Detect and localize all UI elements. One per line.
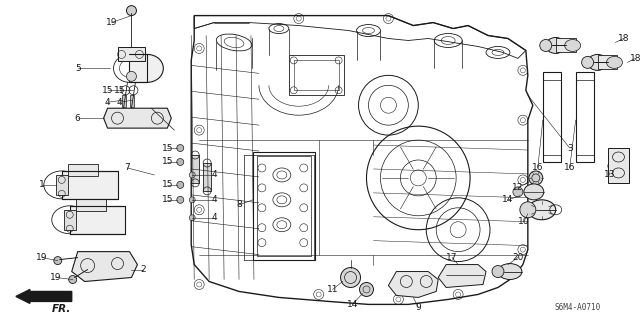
Bar [598,56,618,69]
Bar [70,206,125,234]
Ellipse shape [131,55,163,82]
Text: 13: 13 [604,170,615,179]
Text: 8: 8 [236,200,242,209]
Bar [68,164,98,176]
Polygon shape [72,252,138,281]
Text: 12: 12 [512,183,524,192]
Ellipse shape [513,187,523,197]
Bar [122,95,127,107]
Ellipse shape [189,172,195,178]
Text: 2: 2 [141,265,146,274]
Ellipse shape [68,276,77,284]
Text: 18: 18 [618,34,629,43]
Bar [129,55,147,82]
Text: 19: 19 [106,18,117,27]
Polygon shape [104,108,172,128]
Text: 20: 20 [512,253,524,262]
Ellipse shape [360,283,374,296]
Ellipse shape [564,40,580,51]
Bar [575,72,593,162]
Ellipse shape [127,71,136,81]
Bar [607,148,629,183]
Text: 15: 15 [114,86,125,95]
Polygon shape [438,264,486,287]
Text: 16: 16 [532,163,543,173]
Ellipse shape [70,206,106,234]
Ellipse shape [177,197,184,203]
Bar [203,163,211,191]
Text: 3: 3 [567,144,573,152]
Ellipse shape [529,171,543,185]
Text: 7: 7 [125,163,131,173]
Ellipse shape [177,145,184,152]
Bar [118,48,145,61]
Bar [64,210,76,230]
Text: 6: 6 [75,114,81,123]
Ellipse shape [528,200,556,220]
Ellipse shape [520,202,536,218]
Text: S6M4-A0710: S6M4-A0710 [554,303,601,312]
Bar [61,171,118,199]
Ellipse shape [177,182,184,189]
Text: 14: 14 [347,300,358,309]
Text: 4: 4 [116,98,122,107]
FancyArrow shape [16,289,72,303]
Bar [257,156,311,256]
Bar [191,155,199,183]
Ellipse shape [127,6,136,16]
Ellipse shape [588,55,607,70]
Text: 19: 19 [36,253,47,262]
Ellipse shape [582,56,593,68]
Text: 9: 9 [415,303,421,312]
Text: 15: 15 [102,86,113,95]
Ellipse shape [177,159,184,166]
Text: 10: 10 [518,217,530,226]
Text: 17: 17 [446,253,458,262]
Bar [543,72,561,162]
Ellipse shape [189,215,195,221]
Ellipse shape [88,175,111,195]
Bar [556,39,575,52]
Ellipse shape [61,171,98,199]
Text: 18: 18 [630,54,640,63]
Ellipse shape [95,210,120,230]
Ellipse shape [492,265,504,278]
Bar [56,175,68,195]
Text: 16: 16 [564,163,575,173]
Ellipse shape [546,38,566,54]
Ellipse shape [189,197,195,203]
Text: 5: 5 [75,64,81,73]
Text: 4: 4 [211,195,217,204]
Polygon shape [388,271,438,297]
Bar [294,60,339,90]
Bar [289,56,344,95]
Ellipse shape [340,268,360,287]
Ellipse shape [498,263,522,279]
Ellipse shape [607,56,623,68]
Text: 4: 4 [105,98,110,107]
Text: 15: 15 [161,181,173,189]
Text: 4: 4 [211,213,217,222]
Ellipse shape [54,256,61,264]
Text: 15: 15 [161,195,173,204]
Text: 11: 11 [327,285,339,294]
Bar [131,95,134,107]
Ellipse shape [524,184,544,200]
Text: FR.: FR. [52,304,72,315]
Bar [76,199,106,211]
Ellipse shape [540,40,552,51]
Text: 15: 15 [161,158,173,167]
Bar [253,152,315,260]
Text: 15: 15 [161,144,173,152]
Text: 14: 14 [502,195,514,204]
Text: 19: 19 [50,273,61,282]
Text: 1: 1 [39,181,45,189]
Text: 4: 4 [211,170,217,179]
